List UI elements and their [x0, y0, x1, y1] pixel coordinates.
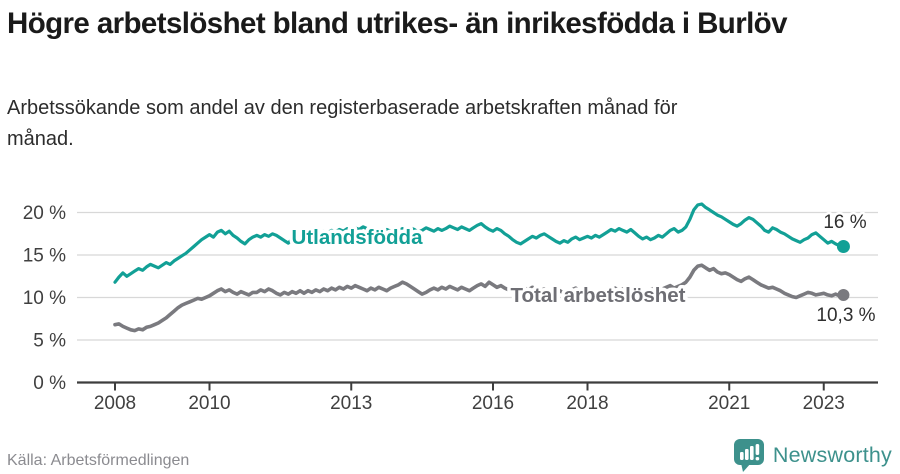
page-title: Högre arbetslöshet bland utrikes- än inr…	[7, 7, 788, 40]
logo-exclamation-bar	[755, 444, 760, 455]
y-tick-label: 10 %	[23, 288, 66, 309]
brand-logo: Newsworthy	[732, 438, 892, 472]
logo-bar-large	[749, 446, 754, 460]
x-tick-label: 2023	[803, 393, 845, 414]
series-label-total-arbetsl-shet: Total arbetslöshet	[510, 284, 685, 307]
series-label-utlandsf-dda: Utlandsfödda	[292, 226, 424, 249]
x-tick-label: 2008	[94, 393, 136, 414]
page-subtitle: Arbetssökande som andel av den registerb…	[7, 97, 678, 150]
source-note: Källa: Arbetsförmedlingen	[7, 452, 190, 469]
x-tick-label: 2021	[708, 393, 750, 414]
logo-bar-medium	[744, 449, 749, 460]
series-line-total-arbetsl-shet	[113, 263, 846, 333]
logo-bar-small	[739, 452, 744, 460]
y-tick-label: 0 %	[33, 373, 66, 394]
series-line-utlandsf-dda	[113, 202, 846, 284]
y-tick-label: 20 %	[23, 203, 66, 224]
y-tick-label: 5 %	[33, 331, 66, 352]
logo-exclamation-dot	[755, 457, 760, 461]
x-axis: 2008 2010 2013 2016 2018 2021 2023	[94, 383, 845, 414]
end-dot-utlandsf-dda	[836, 240, 850, 253]
x-tick-label: 2016	[472, 393, 514, 414]
y-tick-label: 15 %	[23, 246, 66, 267]
y-axis-labels: 0 % 5 % 10 % 15 % 20 %	[23, 203, 66, 394]
x-tick-label: 2018	[566, 393, 608, 414]
newsworthy-chart-bubble-icon	[733, 439, 764, 472]
x-tick-label: 2013	[330, 393, 372, 414]
end-dot-total-arbetsl-shet	[837, 288, 850, 301]
end-value-label-utlandsf-dda: 16 %	[823, 212, 866, 233]
grid-lines	[77, 211, 878, 384]
x-tick-label: 2010	[188, 393, 230, 414]
brand-name: Newsworthy	[772, 443, 892, 467]
end-value-label-total-arbetsl-shet: 10,3 %	[816, 305, 875, 326]
